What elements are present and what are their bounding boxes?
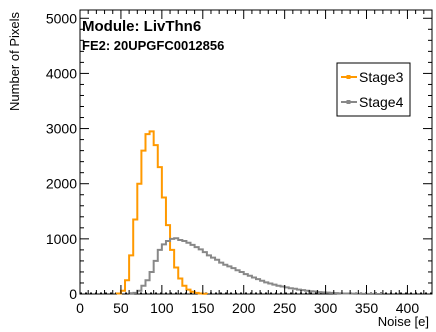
- y-tick-label: 1000: [46, 231, 77, 247]
- y-tick-label: 2000: [46, 176, 77, 192]
- legend-marker-stage3: [346, 75, 351, 79]
- x-tick-label: 150: [191, 300, 215, 316]
- y-tick-label: 3000: [46, 121, 77, 137]
- x-tick-label: 100: [150, 300, 174, 316]
- module-annotation: Module: LivThn6: [82, 18, 201, 35]
- legend-label-stage3: Stage3: [359, 69, 404, 85]
- legend-marker-stage4: [346, 100, 351, 104]
- series-layer: [115, 130, 384, 295]
- axis-ticks: [79, 10, 432, 295]
- x-tick-label: 300: [314, 300, 338, 316]
- x-tick-label: 350: [355, 300, 379, 316]
- x-tick-label: 400: [396, 300, 420, 316]
- legend-label-stage4: Stage4: [359, 94, 404, 110]
- y-axis-title: Number of Pixels: [7, 12, 22, 111]
- y-tick-label: 0: [69, 286, 77, 302]
- legend: Stage3 Stage4: [336, 62, 411, 117]
- legend-box: [336, 62, 411, 117]
- series-stage4-step: [128, 237, 384, 295]
- series-stage3-step: [115, 130, 208, 295]
- x-axis-title: Noise [e]: [378, 314, 429, 329]
- x-tick-label: 250: [273, 300, 297, 316]
- axis-tick-labels: 0 50 100 150 200 250 300 350 4000100020003000400…: [46, 10, 419, 316]
- x-tick-label: 50: [113, 300, 129, 316]
- y-tick-label: 5000: [46, 10, 77, 26]
- fe-annotation: FE2: 20UPGFC0012856: [82, 38, 224, 53]
- y-tick-label: 4000: [46, 65, 77, 81]
- x-tick-label: 0: [76, 300, 84, 316]
- x-tick-label: 200: [232, 300, 256, 316]
